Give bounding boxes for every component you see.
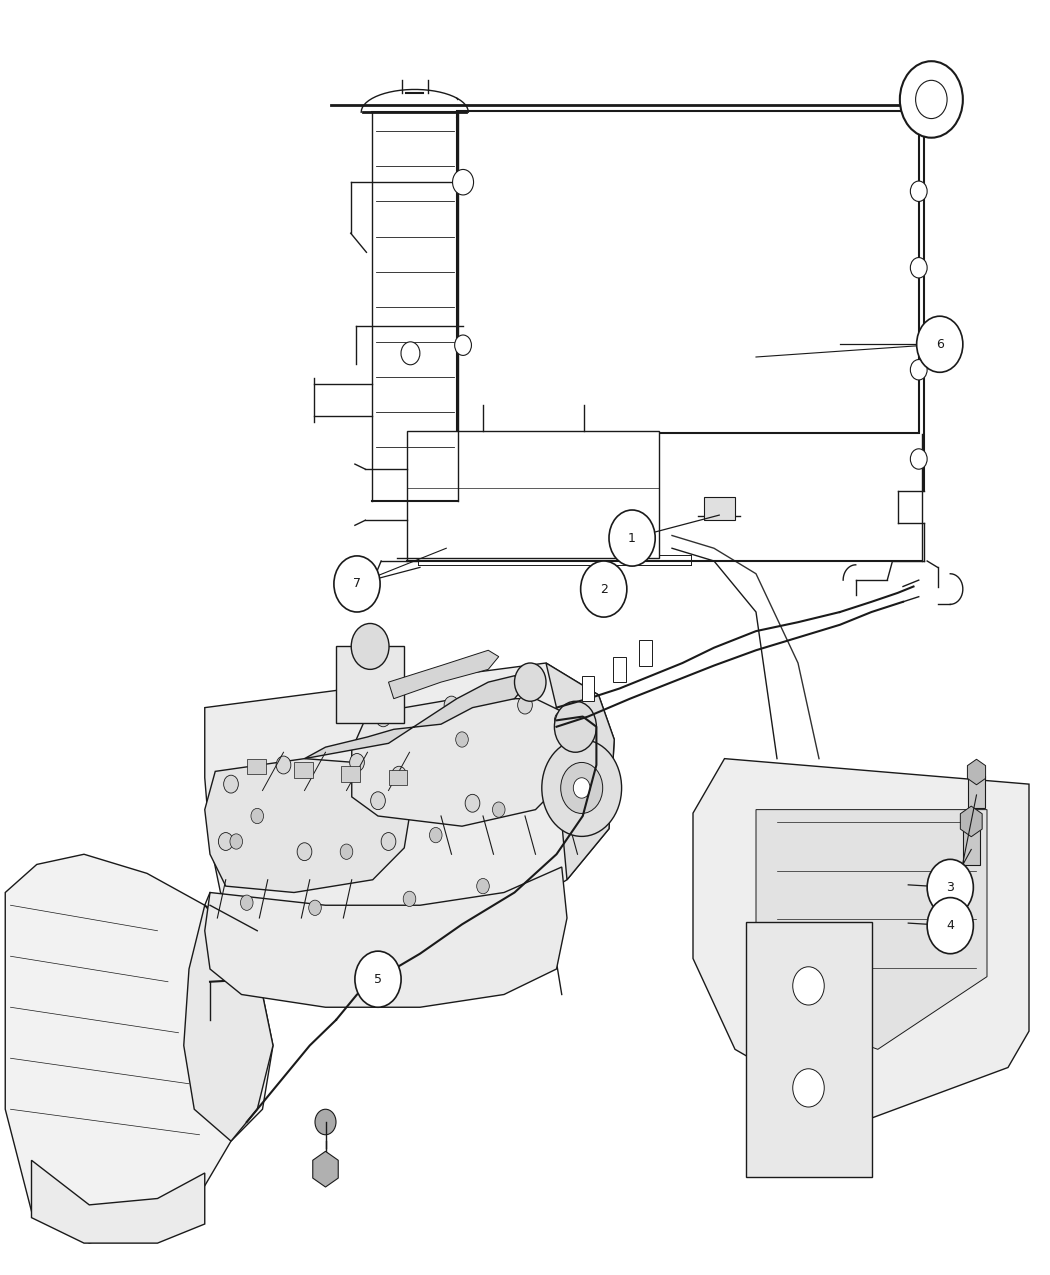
Circle shape — [240, 895, 253, 910]
Text: 2: 2 — [600, 583, 608, 595]
Polygon shape — [184, 905, 273, 1141]
Text: 1: 1 — [628, 532, 636, 544]
Circle shape — [554, 711, 569, 729]
Circle shape — [309, 900, 321, 915]
Text: 7: 7 — [353, 578, 361, 590]
Circle shape — [554, 701, 596, 752]
Circle shape — [444, 696, 459, 714]
Circle shape — [910, 258, 927, 278]
Circle shape — [455, 335, 471, 356]
Circle shape — [297, 843, 312, 861]
Polygon shape — [205, 759, 415, 892]
Circle shape — [917, 316, 963, 372]
Polygon shape — [304, 676, 525, 759]
Bar — [746, 922, 872, 1177]
Bar — [963, 826, 980, 864]
Circle shape — [477, 878, 489, 894]
Circle shape — [544, 775, 559, 793]
Circle shape — [429, 827, 442, 843]
Circle shape — [518, 696, 532, 714]
Circle shape — [916, 80, 947, 119]
Circle shape — [334, 556, 380, 612]
Circle shape — [352, 623, 390, 669]
Bar — [704, 497, 735, 520]
Circle shape — [376, 709, 391, 727]
Circle shape — [392, 766, 406, 784]
Polygon shape — [352, 699, 572, 826]
Polygon shape — [205, 867, 567, 1007]
Text: 6: 6 — [936, 338, 944, 351]
Circle shape — [456, 732, 468, 747]
Bar — [336, 646, 404, 723]
Circle shape — [561, 762, 603, 813]
Circle shape — [465, 794, 480, 812]
Circle shape — [910, 449, 927, 469]
Circle shape — [609, 510, 655, 566]
Circle shape — [453, 170, 474, 195]
Text: 4: 4 — [946, 919, 954, 932]
Circle shape — [542, 740, 622, 836]
Polygon shape — [693, 759, 1029, 1122]
Circle shape — [315, 1109, 336, 1135]
Text: 3: 3 — [946, 881, 954, 894]
Bar — [582, 676, 594, 701]
Polygon shape — [205, 663, 614, 950]
Bar — [341, 766, 360, 782]
Circle shape — [230, 834, 243, 849]
Text: 5: 5 — [374, 973, 382, 986]
Bar — [613, 657, 626, 682]
Bar — [407, 431, 659, 558]
Circle shape — [276, 756, 291, 774]
Circle shape — [381, 833, 396, 850]
Circle shape — [355, 951, 401, 1007]
Circle shape — [927, 898, 973, 954]
Circle shape — [340, 844, 353, 859]
Circle shape — [900, 61, 963, 138]
Circle shape — [251, 808, 264, 824]
Circle shape — [927, 859, 973, 915]
Bar — [247, 759, 266, 774]
Polygon shape — [388, 650, 499, 699]
Circle shape — [371, 792, 385, 810]
Circle shape — [403, 891, 416, 907]
Circle shape — [581, 561, 627, 617]
Circle shape — [492, 802, 505, 817]
Circle shape — [224, 775, 238, 793]
Polygon shape — [546, 663, 614, 880]
Circle shape — [514, 663, 546, 701]
Circle shape — [218, 833, 233, 850]
Bar — [457, 111, 919, 434]
Polygon shape — [5, 854, 273, 1243]
Circle shape — [910, 181, 927, 201]
Circle shape — [910, 360, 927, 380]
Polygon shape — [32, 1160, 205, 1243]
Bar — [968, 775, 985, 808]
Bar — [294, 762, 313, 778]
Circle shape — [350, 754, 364, 771]
Circle shape — [793, 1068, 824, 1107]
Circle shape — [573, 778, 590, 798]
Circle shape — [793, 966, 824, 1005]
Bar — [639, 640, 652, 666]
Polygon shape — [756, 810, 987, 1049]
Circle shape — [401, 342, 420, 365]
Bar — [388, 770, 407, 785]
